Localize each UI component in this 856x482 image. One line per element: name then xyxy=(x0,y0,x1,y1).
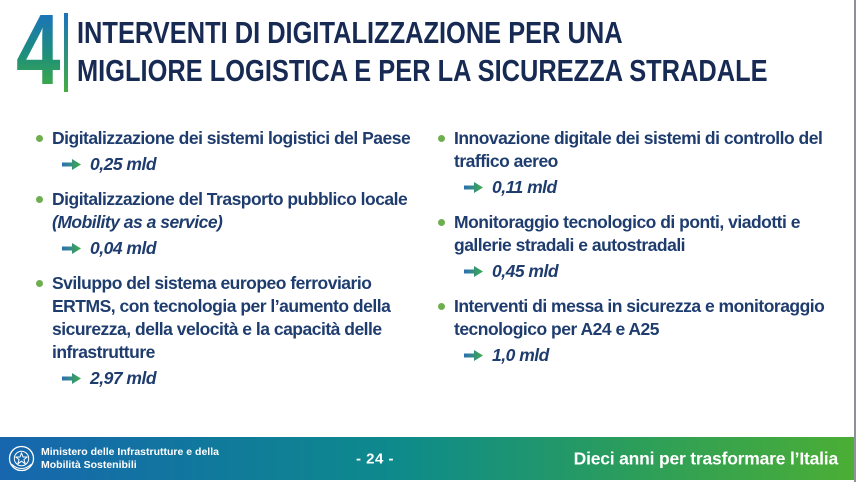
bullet-icon xyxy=(438,135,445,142)
right-column: Innovazione digitale dei sistemi di cont… xyxy=(438,127,846,402)
list-item: Sviluppo del sistema europeo ferroviario… xyxy=(36,272,438,390)
page-title-line2: MIGLIORE LOGISTICA E PER LA SICUREZZA ST… xyxy=(77,53,768,88)
amount-value: 0,11 mld xyxy=(492,177,557,197)
footer-bar: Ministero delle Infrastrutture e della M… xyxy=(0,437,854,480)
slide-number: 4 xyxy=(16,0,61,106)
left-column: Digitalizzazione dei sistemi logistici d… xyxy=(36,127,438,402)
item-text: Innovazione digitale dei sistemi di cont… xyxy=(454,128,823,171)
bullet-icon xyxy=(36,196,43,203)
title-divider-bar xyxy=(64,13,68,92)
bullet-icon xyxy=(36,135,43,142)
list-item: Innovazione digitale dei sistemi di cont… xyxy=(438,127,846,199)
bullet-content: Digitalizzazione dei sistemi logistici d… xyxy=(36,127,846,402)
amount-line: 0,04 mld xyxy=(52,237,438,260)
amount-value: 2,97 mld xyxy=(90,368,157,388)
item-text: Sviluppo del sistema europeo ferroviario… xyxy=(52,273,391,362)
arrow-right-icon xyxy=(62,373,81,384)
amount-line: 0,45 mld xyxy=(454,260,846,283)
arrow-right-icon xyxy=(62,159,81,170)
amount-value: 0,04 mld xyxy=(90,238,157,258)
list-item: Interventi di messa in sicurezza e monit… xyxy=(438,295,846,367)
list-item: Digitalizzazione dei sistemi logistici d… xyxy=(36,127,438,176)
bullet-icon xyxy=(438,303,445,310)
item-text: Monitoraggio tecnologico di ponti, viado… xyxy=(454,212,800,255)
arrow-right-icon xyxy=(464,266,483,277)
bullet-icon xyxy=(438,219,445,226)
item-text: Digitalizzazione dei sistemi logistici d… xyxy=(52,128,411,148)
page-title-line1: INTERVENTI DI DIGITALIZZAZIONE PER UNA xyxy=(77,15,623,50)
list-item: Monitoraggio tecnologico di ponti, viado… xyxy=(438,211,846,283)
arrow-right-icon xyxy=(464,350,483,361)
amount-value: 1,0 mld xyxy=(492,345,549,365)
italy-emblem-icon xyxy=(8,445,35,472)
page-title: INTERVENTI DI DIGITALIZZAZIONE PER UNA M… xyxy=(77,14,768,90)
footer-tagline: Dieci anni per trasformare l’Italia xyxy=(573,448,839,468)
amount-line: 2,97 mld xyxy=(52,367,438,390)
arrow-right-icon xyxy=(464,182,483,193)
page-number: - 24 - xyxy=(355,450,394,467)
amount-line: 1,0 mld xyxy=(454,344,846,367)
ministry-name: Ministero delle Infrastrutture e della M… xyxy=(41,445,219,471)
item-text: Digitalizzazione del Trasporto pubblico … xyxy=(52,189,408,232)
list-item: Digitalizzazione del Trasporto pubblico … xyxy=(36,188,438,260)
italic-phrase: (Mobility as a service) xyxy=(52,212,223,232)
amount-line: 0,25 mld xyxy=(52,153,410,176)
item-text: Interventi di messa in sicurezza e monit… xyxy=(454,296,825,339)
amount-value: 0,45 mld xyxy=(492,261,559,281)
bullet-icon xyxy=(36,280,43,287)
arrow-right-icon xyxy=(62,243,81,254)
amount-line: 0,11 mld xyxy=(454,176,846,199)
ministry-logo: Ministero delle Infrastrutture e della M… xyxy=(8,445,219,472)
amount-value: 0,25 mld xyxy=(90,154,157,174)
